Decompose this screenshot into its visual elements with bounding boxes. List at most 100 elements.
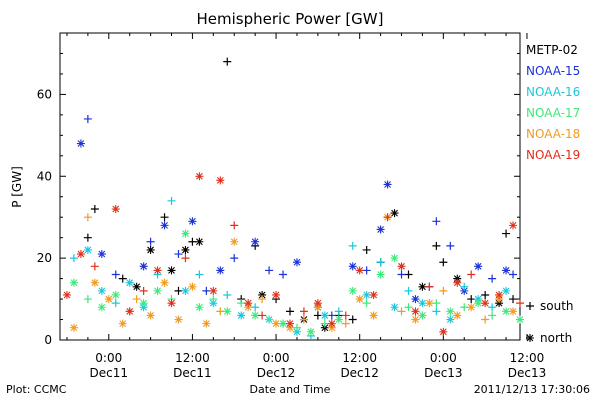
data-point-north <box>327 323 336 332</box>
data-point-north <box>495 295 504 304</box>
data-point-south <box>83 114 92 123</box>
data-point-south <box>425 282 434 291</box>
y-tick-label: 40 <box>37 169 52 183</box>
data-point-south <box>516 299 524 308</box>
x-tick-time-label: 0:00 <box>95 351 122 365</box>
data-point-south <box>481 290 490 299</box>
data-point-north <box>181 229 190 238</box>
data-point-south <box>279 270 288 279</box>
data-point-north <box>411 315 420 324</box>
data-point-south <box>209 295 218 304</box>
data-point-south <box>432 241 441 250</box>
data-point-north <box>97 286 106 295</box>
data-point-south <box>502 229 511 238</box>
data-point-north <box>181 245 190 254</box>
data-point-north <box>453 274 462 283</box>
data-point-south <box>139 286 148 295</box>
data-point-north <box>502 286 511 295</box>
data-point-south <box>83 213 92 222</box>
data-point-south <box>90 205 99 214</box>
legend-entry-noaa-17: NOAA-17 <box>526 106 580 120</box>
x-tick-date-label: Dec13 <box>424 366 463 380</box>
data-point-north <box>481 299 490 308</box>
data-point-north <box>313 303 322 312</box>
x-axis-label: Date and Time <box>249 383 331 396</box>
x-tick-time-label: 12:00 <box>175 351 210 365</box>
data-point-north <box>446 307 455 316</box>
data-point-south <box>488 303 497 312</box>
data-point-south <box>223 57 232 66</box>
y-tick-label: 20 <box>37 251 52 265</box>
data-point-south <box>286 307 294 316</box>
data-point-north <box>258 290 267 299</box>
data-point-south <box>83 233 92 242</box>
data-point-north <box>313 299 322 308</box>
data-point-north <box>526 334 534 342</box>
data-point-north <box>474 299 483 308</box>
data-point-north <box>418 282 427 291</box>
data-point-north <box>502 266 511 275</box>
data-point-north <box>390 254 399 263</box>
data-point-north <box>251 237 260 246</box>
data-point-south <box>446 241 455 250</box>
x-tick-time-label: 12:00 <box>342 351 377 365</box>
data-point-south <box>174 250 183 259</box>
data-point-south <box>258 311 267 320</box>
data-point-south <box>265 266 274 275</box>
x-tick-date-label: Dec11 <box>173 366 212 380</box>
data-point-south <box>237 299 246 308</box>
data-point-south <box>348 241 357 250</box>
data-point-north <box>76 139 85 148</box>
data-point-south <box>439 286 448 295</box>
data-point-north <box>425 299 434 308</box>
data-point-north <box>139 303 148 312</box>
data-point-north <box>195 172 204 181</box>
data-point-north <box>69 323 78 332</box>
x-tick-time-label: 0:00 <box>263 351 290 365</box>
data-point-south <box>90 262 99 271</box>
data-point-north <box>418 311 427 320</box>
data-point-north <box>216 266 225 275</box>
data-point-south <box>460 282 469 291</box>
legend-entry-noaa-18: NOAA-18 <box>526 127 580 141</box>
data-point-north <box>334 315 343 324</box>
data-point-north <box>153 286 162 295</box>
data-point-north <box>160 278 169 287</box>
data-point-north <box>376 225 385 234</box>
data-point-north <box>390 303 399 312</box>
data-point-north <box>244 299 253 308</box>
data-point-north <box>251 311 260 320</box>
data-point-north <box>292 258 301 267</box>
data-point-north <box>509 221 518 230</box>
data-point-north <box>327 319 336 328</box>
marker-legend-north: north <box>540 331 572 345</box>
data-point-north <box>209 286 218 295</box>
data-point-north <box>348 286 357 295</box>
data-point-north <box>146 311 155 320</box>
data-point-south <box>439 258 448 267</box>
data-point-south <box>404 303 413 312</box>
data-point-south <box>251 303 260 312</box>
data-point-north <box>467 303 476 312</box>
data-point-north <box>167 299 176 308</box>
data-point-north <box>348 262 357 271</box>
data-point-south <box>404 286 413 295</box>
data-point-south <box>174 286 183 295</box>
data-point-south <box>383 213 392 222</box>
data-point-north <box>272 290 281 299</box>
data-point-south <box>258 295 267 304</box>
data-point-south <box>167 196 176 205</box>
data-point-north <box>146 245 155 254</box>
marker-legend-south: south <box>540 299 574 313</box>
data-point-north <box>320 311 329 320</box>
data-point-south <box>432 307 441 316</box>
data-point-north <box>111 290 120 299</box>
data-point-south <box>481 315 490 324</box>
data-point-north <box>125 307 134 316</box>
data-point-north <box>495 290 504 299</box>
data-point-north <box>139 262 148 271</box>
data-point-north <box>188 282 197 291</box>
y-tick-label: 60 <box>37 87 52 101</box>
data-point-south <box>488 274 497 283</box>
data-point-north <box>188 217 197 226</box>
